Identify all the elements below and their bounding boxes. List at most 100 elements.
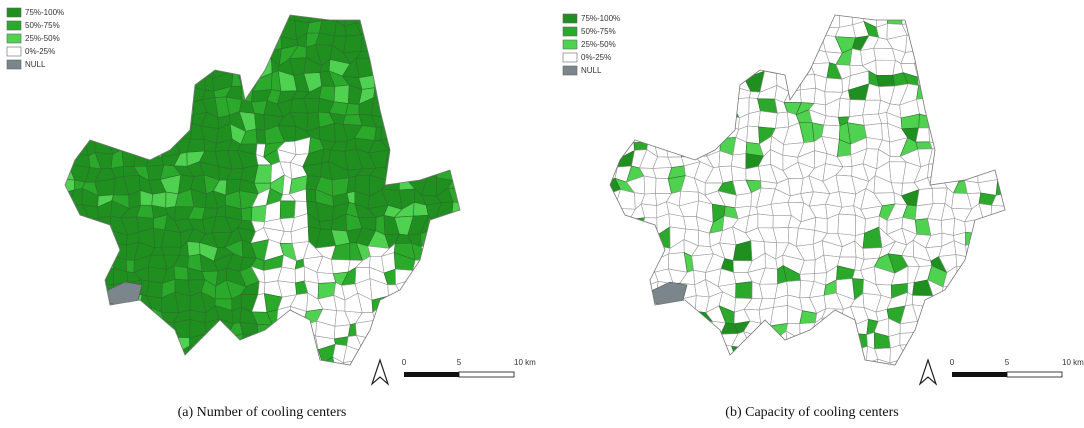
district: [76, 321, 87, 335]
district: [480, 230, 493, 245]
district: [138, 97, 152, 117]
district: [1004, 97, 1005, 113]
district: [185, 345, 207, 362]
district: [841, 371, 854, 390]
district: [70, 258, 87, 275]
district: [993, 96, 1005, 116]
district: [1004, 85, 1005, 102]
district: [65, 307, 78, 323]
district: [240, 206, 253, 222]
district: [228, 45, 247, 66]
district: [489, 299, 503, 310]
district: [914, 331, 934, 349]
district: [464, 271, 479, 285]
district: [757, 15, 775, 23]
district: [204, 52, 216, 62]
district: [332, 356, 348, 365]
legend-label: 75%-100%: [581, 14, 620, 23]
district: [968, 322, 981, 336]
legend-swatch: [6, 20, 22, 31]
district: [610, 304, 621, 326]
district: [634, 25, 644, 37]
district: [1017, 20, 1035, 38]
district: [445, 226, 460, 246]
district: [1003, 111, 1005, 131]
district: [186, 138, 206, 153]
district: [634, 15, 643, 28]
district: [152, 371, 162, 390]
district: [459, 73, 460, 89]
district: [610, 123, 618, 140]
district: [916, 187, 934, 207]
district: [719, 34, 738, 54]
district: [719, 49, 735, 67]
district: [906, 357, 921, 365]
district: [799, 273, 815, 282]
district: [472, 285, 493, 299]
district: [941, 218, 956, 236]
district: [834, 332, 851, 353]
district: [420, 242, 440, 262]
district: [133, 306, 155, 319]
district: [366, 26, 387, 37]
district: [930, 306, 946, 327]
legend-label: 50%-75%: [581, 27, 616, 36]
district: [1021, 321, 1037, 336]
district: [419, 257, 436, 274]
district: [772, 371, 790, 391]
district: [692, 100, 714, 113]
district: [655, 359, 669, 365]
district: [65, 217, 77, 236]
district: [901, 15, 920, 25]
district: [263, 18, 282, 37]
district: [1017, 206, 1034, 219]
district: [795, 227, 816, 247]
district: [1003, 151, 1005, 167]
district: [748, 388, 762, 403]
district: [610, 239, 623, 257]
district: [991, 151, 1005, 167]
district: [980, 44, 998, 59]
district: [99, 34, 116, 54]
district: [82, 122, 104, 141]
district: [619, 292, 634, 309]
district: [695, 35, 713, 50]
district: [65, 321, 78, 335]
district: [153, 73, 169, 86]
district: [616, 58, 636, 80]
district: [451, 161, 460, 181]
district: [771, 349, 788, 365]
district: [1033, 322, 1045, 336]
district: [670, 15, 682, 26]
district: [721, 372, 737, 388]
district: [610, 266, 619, 282]
district: [125, 259, 135, 273]
district: [990, 217, 1005, 235]
district: [110, 15, 128, 27]
district: [372, 384, 387, 399]
district: [634, 388, 647, 402]
district: [99, 109, 115, 124]
district: [943, 32, 957, 50]
district: [1035, 162, 1045, 183]
district: [691, 61, 713, 77]
district: [432, 20, 454, 41]
district: [265, 32, 282, 51]
district: [65, 148, 73, 167]
district: [640, 231, 658, 246]
district: [393, 310, 414, 325]
district: [448, 283, 460, 300]
district: [422, 292, 441, 313]
district: [964, 332, 986, 353]
district: [1003, 264, 1005, 288]
district: [160, 371, 180, 385]
district: [1007, 53, 1025, 65]
district: [445, 100, 460, 118]
district: [982, 232, 1000, 248]
district: [1030, 88, 1048, 105]
district: [382, 36, 400, 53]
scale-bar: [458, 371, 515, 378]
district: [679, 309, 697, 327]
district: [736, 372, 750, 388]
district: [445, 74, 460, 92]
